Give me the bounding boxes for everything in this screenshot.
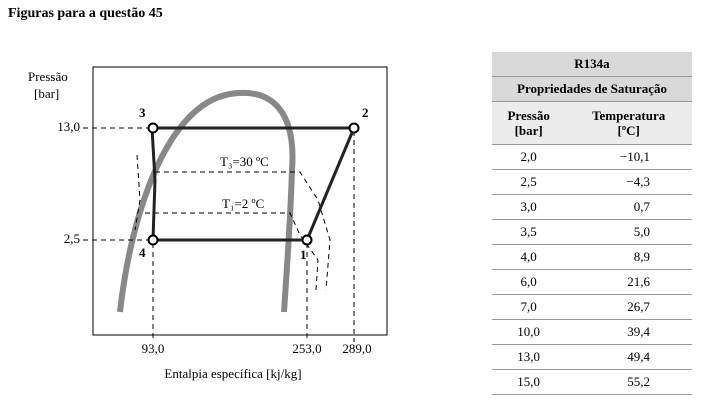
table-row: 7,0 26,7	[492, 294, 692, 320]
plot-frame	[92, 66, 388, 336]
table-row: 15,0 55,2	[492, 369, 692, 395]
table-row: 3,5 5,0	[492, 219, 692, 245]
table-cell: 55,2	[565, 369, 692, 395]
saturation-table: R134a Propriedades de Saturação Pressão …	[492, 52, 692, 395]
table-cell: 3,5	[492, 219, 566, 245]
table-cell: 7,0	[492, 294, 566, 320]
table-row: 2,0 −10,1	[492, 144, 692, 170]
table-cell: 10,0	[492, 319, 566, 345]
x-tick-label: 253,0	[292, 341, 321, 356]
point-label: 3	[139, 105, 146, 120]
isotherm-label: T₃=30 ºC	[220, 154, 269, 169]
table-cell: 8,9	[565, 244, 692, 270]
column-header: Temperatura [ºC]	[565, 101, 692, 145]
point-label: 2	[362, 105, 369, 120]
table-row: 13,0 49,4	[492, 344, 692, 370]
table-cell: 49,4	[565, 344, 692, 370]
table-row: 3,0 0,7	[492, 194, 692, 220]
cycle	[150, 126, 356, 242]
ph-diagram: Pressão [bar] 13,0 2,5 93,0 253,0 289,0 …	[28, 66, 388, 381]
saturation-dome	[117, 89, 296, 313]
table-row: 6,0 21,6	[492, 269, 692, 295]
x-tick-label: 289,0	[342, 341, 371, 356]
table-cell: 4,0	[492, 244, 566, 270]
point-label: 4	[139, 245, 146, 260]
point-label: 1	[300, 247, 307, 262]
isotherm-label: T₁=2 ºC	[222, 196, 264, 211]
table-subtitle: Propriedades de Saturação	[492, 76, 692, 102]
heading: Figuras para a questão 45	[8, 6, 163, 21]
x-axis-label: Entalpia específica [kj/kg]	[164, 366, 301, 381]
dashed-guides	[83, 127, 355, 342]
y-tick-label: 13,0	[57, 119, 80, 134]
table-cell: 39,4	[565, 319, 692, 345]
table-cell: 15,0	[492, 369, 566, 395]
table-cell: 0,7	[565, 194, 692, 220]
table-cell: 13,0	[492, 344, 566, 370]
table-row: 2,5 −4,3	[492, 169, 692, 195]
y-axis-label: [bar]	[34, 86, 59, 101]
x-tick-label: 93,0	[142, 341, 165, 356]
table-cell: −4,3	[565, 169, 692, 195]
table-cell: 3,0	[492, 194, 566, 220]
table-cell: 21,6	[565, 269, 692, 295]
y-tick-label: 2,5	[64, 231, 80, 246]
table-cell: 6,0	[492, 269, 566, 295]
table-cell: 2,0	[492, 144, 566, 170]
table-row: 4,0 8,9	[492, 244, 692, 270]
table-cell: 5,0	[565, 219, 692, 245]
table-cell: 2,5	[492, 169, 566, 195]
column-header: Pressão [bar]	[492, 101, 566, 145]
table-row: 10,0 39,4	[492, 319, 692, 345]
state-points	[147, 122, 360, 246]
table-cell: −10,1	[565, 144, 692, 170]
table-title: R134a	[492, 52, 692, 77]
table-cell: 26,7	[565, 294, 692, 320]
y-axis-label: Pressão	[28, 69, 68, 84]
